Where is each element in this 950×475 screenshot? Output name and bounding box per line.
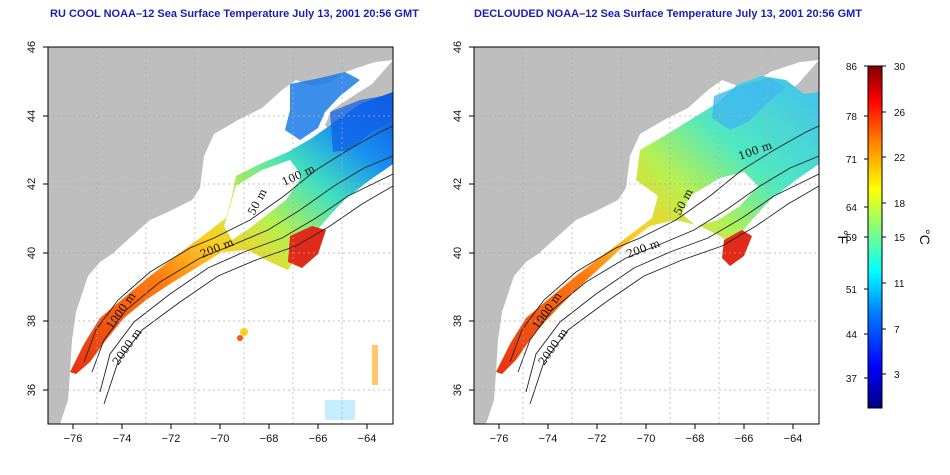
map-panel-raw: 50 m 100 m 200 m 1000 m 2000 m [26, 41, 394, 445]
panel-title-declouded: DECLOUDED NOAA–12 Sea Surface Temperatur… [474, 8, 863, 20]
panel-title-raw: RU COOL NOAA–12 Sea Surface Temperature … [50, 8, 419, 20]
colorbar-f-tick: 64 [846, 203, 858, 214]
lon-tick: −66 [309, 433, 328, 445]
colorbar-c-tick: 15 [894, 233, 906, 244]
lon-tick: −74 [539, 433, 558, 445]
colorbar-c-tick: 18 [894, 199, 906, 210]
lat-tick-labels: 46 44 42 40 38 36 [26, 41, 38, 396]
sst-warm-patch [288, 226, 326, 268]
lon-tick: −68 [260, 433, 279, 445]
depth-contours [83, 125, 393, 405]
depth-contours [509, 125, 819, 405]
lat-tick: 44 [452, 110, 464, 122]
colorbar-c-tick: 3 [894, 370, 900, 381]
colorbar-c-tick: 22 [894, 153, 906, 164]
sst-warm-patch [722, 230, 752, 266]
axis-ticks [469, 46, 794, 429]
lat-tick: 40 [452, 247, 464, 259]
lon-tick: −66 [735, 433, 754, 445]
lon-tick: −74 [113, 433, 132, 445]
lat-tick: 40 [26, 247, 38, 259]
lat-tick-labels: 46 44 42 40 38 36 [452, 41, 464, 396]
colorbar-f-tick: 37 [846, 374, 858, 385]
colorbar-f-tick: 78 [846, 112, 858, 123]
map-panel-declouded: 50 m 100 m 200 m 1000 m 2000 m [452, 41, 820, 445]
sst-blue-bay [712, 78, 786, 130]
lon-tick: −64 [358, 433, 377, 445]
lat-tick: 42 [452, 178, 464, 190]
colorbar-c-tick: 30 [894, 62, 906, 73]
colorbar-c-tick: 7 [894, 325, 900, 336]
axis-ticks [43, 46, 368, 429]
sst-fleck [325, 400, 355, 420]
lat-tick: 46 [26, 41, 38, 53]
lon-tick-labels: −76 −74 −72 −70 −68 −66 −64 [64, 433, 377, 445]
colorbar-c-tick: 11 [894, 279, 905, 290]
lat-tick: 44 [26, 110, 38, 122]
lat-tick: 42 [26, 178, 38, 190]
colorbar-f-tick: 59 [846, 233, 858, 244]
lat-tick: 46 [452, 41, 464, 53]
lon-tick: −72 [588, 433, 607, 445]
sst-fleck [237, 335, 243, 341]
colorbar-c-tick: 26 [894, 108, 906, 119]
colorbar-ticks [864, 65, 886, 379]
sst-cold-patch-2 [330, 94, 393, 152]
lat-tick: 38 [452, 315, 464, 327]
lon-tick: −68 [686, 433, 705, 445]
lat-tick: 36 [26, 384, 38, 396]
lat-tick: 38 [26, 315, 38, 327]
colorbar-celsius-label: °C [917, 229, 933, 245]
colorbar-f-tick: 86 [846, 62, 858, 73]
land-mass [474, 47, 819, 424]
sst-swath [496, 76, 819, 374]
colorbar-f-tick: 44 [846, 330, 858, 341]
lon-tick: −76 [490, 433, 509, 445]
colorbar-f-tick: 51 [846, 285, 858, 296]
lon-tick-labels: −76 −74 −72 −70 −68 −66 −64 [490, 433, 803, 445]
colorbar-f-tick: 71 [846, 155, 858, 166]
lat-tick: 36 [452, 384, 464, 396]
lon-tick: −72 [162, 433, 181, 445]
land-mass [48, 47, 393, 424]
colorbar-ramp [867, 65, 883, 409]
colorbar: 86 78 71 64 59 51 44 37 30 26 22 18 15 1… [835, 62, 933, 409]
colorbar-fahrenheit-label: °F [835, 230, 851, 244]
lon-tick: −64 [784, 433, 803, 445]
cloud-gap [224, 160, 302, 240]
sst-cold-patch [285, 72, 360, 140]
sst-fleck [372, 345, 378, 385]
ocean-offshore [682, 172, 758, 226]
lon-tick: −70 [637, 433, 656, 445]
lon-tick: −70 [211, 433, 230, 445]
lon-tick: −76 [64, 433, 83, 445]
